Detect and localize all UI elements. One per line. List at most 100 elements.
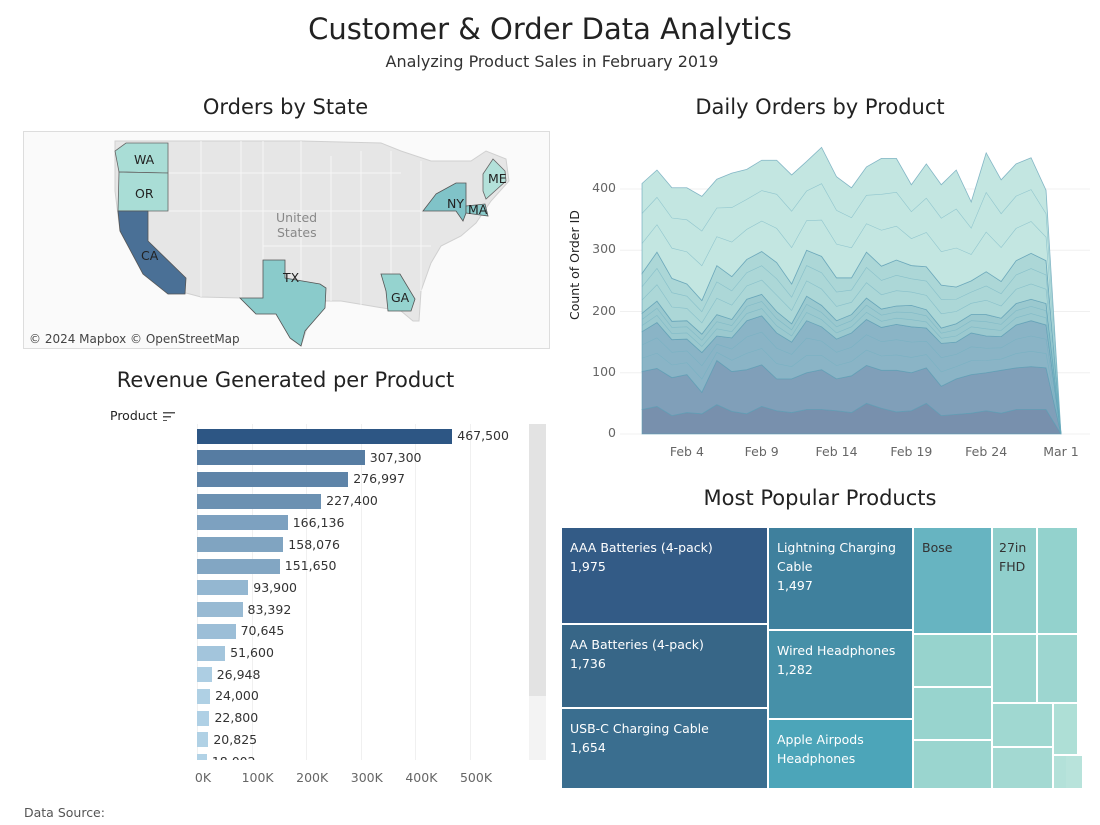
treemap-cell-small[interactable] [1038, 635, 1077, 702]
map-title: Orders by State [202, 95, 369, 119]
treemap-cell-value: 1,497 [777, 578, 813, 593]
bar-scrollbar-track[interactable] [529, 696, 546, 760]
treemap-cell-small[interactable] [993, 635, 1036, 702]
bar-x-tick: 100K [241, 770, 274, 785]
revenue-bar[interactable] [197, 602, 243, 618]
bar-value-label: 467,500 [457, 428, 509, 443]
bar-axis-header[interactable]: Product [110, 408, 176, 423]
map-canvas[interactable]: WA OR CA TX GA NY MA ME United States [24, 132, 549, 348]
treemap-cell-small[interactable] [1054, 704, 1077, 754]
revenue-bar[interactable] [197, 428, 453, 444]
area-y-tick: 300 [592, 241, 616, 257]
state-TX[interactable] [239, 259, 327, 347]
dashboard-title: Customer & Order Data Analytics [308, 12, 792, 46]
treemap-cell-small[interactable] [993, 704, 1052, 746]
country-label-2: States [277, 225, 317, 240]
bar-gridline [360, 424, 362, 760]
bar-value-label: 93,900 [253, 579, 298, 595]
treemap-cell-wired-headphones[interactable]: Wired Headphones 1,282 [769, 631, 912, 718]
area-series-6[interactable] [641, 146, 1062, 435]
area-y-tick: 100 [592, 363, 616, 379]
area-x-tick: Feb 19 [890, 444, 933, 459]
treemap-cell-small[interactable] [914, 688, 991, 739]
treemap-cell-27in-fhd[interactable]: 27in FHD [993, 528, 1036, 633]
state-MA[interactable] [465, 203, 489, 217]
treemap-cell-value: 1,654 [570, 740, 606, 755]
treemap-cell-label: AA Batteries (4-pack) [570, 637, 704, 652]
area-chart-title: Daily Orders by Product [695, 95, 945, 119]
revenue-bar[interactable] [197, 645, 226, 661]
state-label-ga: GA [391, 290, 410, 305]
treemap-cell-bose[interactable]: Bose [914, 528, 991, 633]
state-borders [168, 141, 431, 306]
revenue-bar[interactable] [197, 450, 365, 466]
area-sub-line [641, 301, 1062, 435]
revenue-bar[interactable] [197, 558, 280, 574]
area-x-tick: Feb 24 [965, 444, 1008, 459]
treemap-cell-aa-batteries[interactable]: AA Batteries (4-pack) 1,736 [562, 625, 767, 707]
bar-gridline [251, 424, 253, 760]
state-label-tx: TX [282, 270, 300, 285]
bar-gridline [306, 424, 308, 760]
revenue-bar[interactable] [197, 580, 249, 596]
bar-gridline [415, 424, 417, 760]
bar-value-label: 83,392 [247, 601, 292, 617]
area-x-tick: Mar 1 [1043, 444, 1079, 459]
treemap-cell-small[interactable] [993, 748, 1052, 788]
bar-value-label: 22,800 [214, 710, 259, 726]
revenue-bar[interactable] [197, 623, 236, 639]
treemap-cell-small[interactable] [1038, 528, 1077, 633]
treemap-cell-small[interactable] [1066, 756, 1082, 788]
treemap-cell-airpods[interactable]: Apple Airpods Headphones [769, 720, 912, 788]
bar-value-label: 158,076 [288, 536, 340, 552]
revenue-bar[interactable] [197, 732, 209, 748]
bar-value-label: 26,948 [216, 666, 261, 682]
treemap-cell-label: USB-C Charging Cable [570, 721, 709, 736]
bar-gridline [470, 424, 471, 760]
dashboard-subtitle: Analyzing Product Sales in February 2019 [385, 52, 719, 71]
area-x-tick: Feb 14 [815, 444, 858, 459]
area-sub-line [641, 348, 1062, 435]
axis-header-label: Product [110, 408, 158, 423]
revenue-bar[interactable] [197, 471, 349, 487]
treemap-cell-small[interactable] [914, 635, 991, 686]
country-label-1: United [276, 210, 317, 225]
state-OR[interactable] [117, 171, 169, 212]
revenue-bar[interactable] [197, 537, 284, 552]
bar-x-tick: 500K [459, 770, 493, 785]
revenue-bar[interactable] [197, 493, 322, 509]
bar-value-label: 70,645 [240, 623, 285, 639]
bar-value-label: 307,300 [369, 449, 422, 465]
treemap-cell-label: Lightning Charging Cable [777, 540, 896, 574]
area-y-tick: 400 [592, 180, 616, 195]
revenue-bar[interactable] [197, 754, 207, 760]
state-GA[interactable] [380, 273, 416, 312]
orders-by-state-map[interactable]: WA OR CA TX GA NY MA ME United States © … [23, 131, 550, 349]
revenue-bar[interactable] [197, 667, 212, 683]
treemap-cell-lightning-cable[interactable]: Lightning Charging Cable 1,497 [769, 528, 912, 629]
treemap-cell-usbc-cable[interactable]: USB-C Charging Cable 1,654 [562, 709, 767, 788]
state-NY[interactable] [422, 182, 467, 222]
area-sub-line [641, 279, 1062, 435]
treemap-cell-aaa-batteries[interactable]: AAA Batteries (4-pack) 1,975 [562, 528, 767, 623]
bar-scrollbar[interactable] [529, 424, 546, 696]
area-sub-line [641, 219, 1062, 435]
bar-x-tick: 200K [296, 770, 329, 785]
revenue-bar[interactable] [197, 688, 211, 704]
treemap-cell-value: 1,736 [570, 656, 606, 671]
revenue-bar[interactable] [197, 710, 210, 726]
bar-x-tick: 0K [194, 770, 212, 785]
state-label-me: ME [488, 171, 507, 186]
treemap-cell-value: 1,282 [777, 662, 813, 677]
revenue-bar[interactable] [197, 515, 288, 531]
treemap-cell-label: Apple Airpods Headphones [777, 732, 864, 766]
area-x-tick: Feb 9 [744, 444, 779, 459]
map-credit: © 2024 Mapbox © OpenStreetMap [29, 332, 240, 346]
state-label-wa: WA [134, 152, 155, 167]
state-ME[interactable] [482, 158, 507, 200]
bar-value-label: 151,650 [284, 558, 337, 574]
treemap-cell-small[interactable] [914, 741, 991, 788]
state-CA[interactable] [117, 210, 187, 295]
sort-icon[interactable] [163, 411, 176, 421]
